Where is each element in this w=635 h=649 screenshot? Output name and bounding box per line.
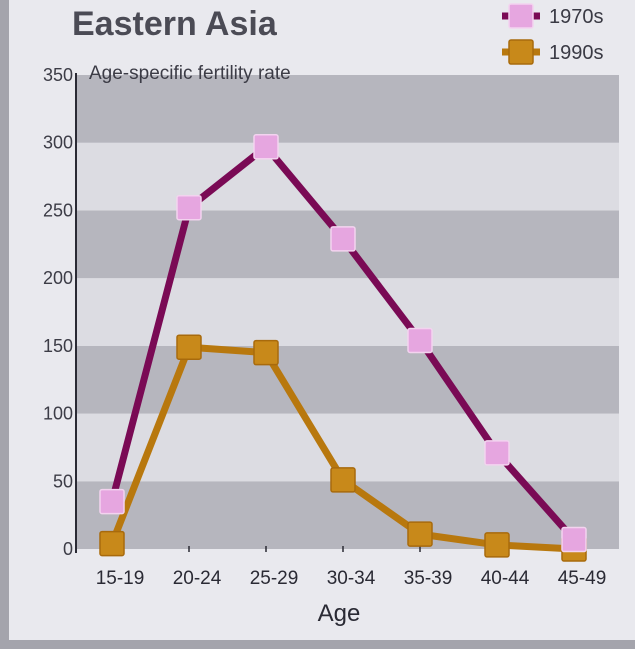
x-tick-label: 40-44 [481,568,530,589]
data-point-1970s [484,440,510,466]
data-point-1970s [561,526,587,553]
data-point-1970s [253,134,279,160]
fertility-line-chart: 0 50 100 150 200 250 300 350 15-19 20-24 25-29 30-… [43,3,619,627]
data-point-1990s [407,521,433,547]
grid-band [76,75,619,143]
y-axis-label: Age-specific fertility rate [89,63,291,84]
x-tick-label: 45-49 [558,568,607,589]
x-tick-label: 20-24 [173,568,222,589]
data-point-1970s [176,194,202,221]
series-markers [99,134,587,562]
y-tick-label: 150 [43,336,73,356]
chart-title: Eastern Asia [72,5,278,43]
grid-band [76,142,619,211]
chart-panel: 0 50 100 150 200 250 300 350 15-19 20-24 25-29 30-… [9,0,635,640]
grid-band [76,345,619,414]
data-point-1970s [330,226,356,252]
y-tick-label: 100 [43,404,73,424]
y-tick-label: 300 [43,133,73,153]
y-tick-label: 200 [43,268,73,288]
data-point-1970s [407,327,433,354]
data-point-1990s [99,530,125,557]
y-tick-label: 350 [43,65,73,85]
data-point-1990s [484,532,510,558]
x-tick-label: 25-29 [250,568,299,589]
y-tick-label: 50 [53,471,73,491]
data-point-1990s [330,467,356,493]
x-tick-labels: 15-19 20-24 25-29 30-34 35-39 40-44 45-49 [96,546,607,589]
legend-marker-1990s [508,39,534,65]
y-tick-labels: 0 50 100 150 200 250 300 350 [43,65,73,559]
y-tick-label: 0 [63,539,73,559]
legend-label-1990s: 1990s [549,42,604,64]
legend: 1970s 1990s [502,3,604,65]
legend-label-1970s: 1970s [549,6,604,28]
x-axis-label: Age [318,600,361,627]
legend-marker-1970s [508,3,534,29]
data-point-1990s [253,339,279,366]
data-point-1970s [99,488,125,515]
x-tick-label: 15-19 [96,568,145,589]
x-tick-label: 30-34 [327,568,376,589]
data-point-1990s [176,334,202,360]
y-tick-label: 250 [43,200,73,220]
x-tick-label: 35-39 [404,568,453,589]
